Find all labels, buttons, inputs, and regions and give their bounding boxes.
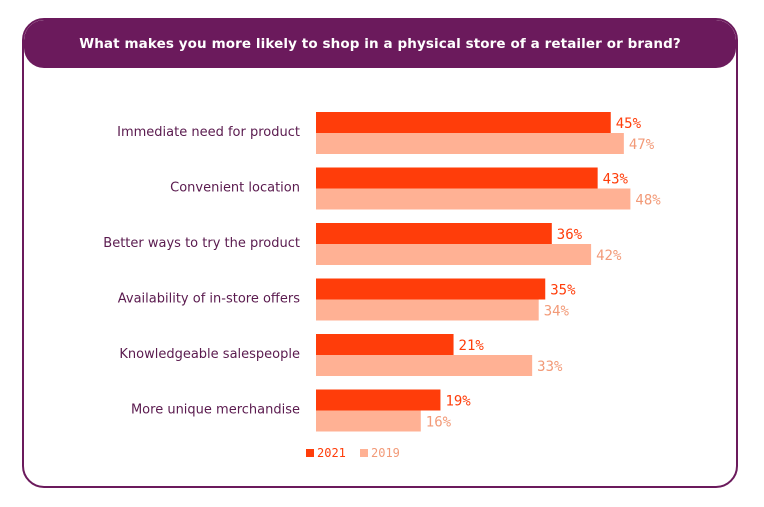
bar-2019 — [316, 355, 533, 376]
bar-2021 — [316, 223, 552, 244]
bar-2021 — [316, 334, 454, 355]
category-label: Convenient location — [170, 181, 300, 196]
value-label-2019: 48% — [635, 193, 661, 209]
category-label: Better ways to try the product — [103, 236, 300, 251]
bar-2021 — [316, 389, 441, 411]
bar-2019 — [316, 188, 631, 210]
bar-2019 — [316, 244, 592, 265]
value-label-2019: 16% — [426, 415, 452, 431]
value-label-2021: 45% — [616, 116, 642, 132]
chart-title: What makes you more likely to shop in a … — [79, 36, 681, 52]
bar-2019 — [316, 410, 421, 432]
value-label-2021: 19% — [445, 394, 471, 410]
category-label: More unique merchandise — [131, 403, 300, 418]
legend-label-2021: 2021 — [317, 446, 346, 460]
legend-swatch-2019 — [360, 449, 368, 457]
legend-swatch-2021 — [306, 449, 314, 457]
bar-2019 — [316, 133, 624, 154]
category-label: Knowledgeable salespeople — [119, 347, 300, 362]
chart-header: What makes you more likely to shop in a … — [24, 20, 736, 68]
value-label-2019: 34% — [544, 304, 570, 320]
category-label: Immediate need for product — [117, 125, 300, 140]
bar-2021 — [316, 112, 611, 133]
value-label-2021: 36% — [557, 227, 583, 243]
category-label: Availability of in-store offers — [118, 292, 300, 307]
value-label-2019: 42% — [596, 248, 622, 264]
legend-label-2019: 2019 — [371, 446, 400, 460]
value-label-2019: 47% — [629, 137, 655, 153]
value-label-2021: 43% — [603, 172, 629, 188]
value-label-2019: 33% — [537, 359, 563, 375]
bar-2021 — [316, 167, 598, 189]
value-label-2021: 21% — [459, 338, 485, 354]
bar-2021 — [316, 278, 546, 300]
bar-2019 — [316, 299, 539, 321]
value-label-2021: 35% — [550, 283, 576, 299]
